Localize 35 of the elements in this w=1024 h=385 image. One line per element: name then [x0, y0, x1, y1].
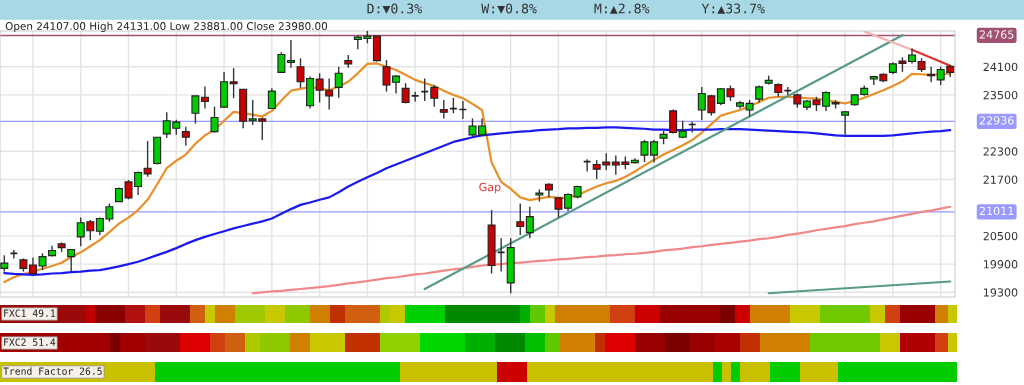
candlestick	[229, 67, 238, 99]
y-tick-label: 24100	[983, 62, 1018, 72]
y-tick-label: 21700	[983, 175, 1018, 184]
ref-line-label: 22936	[979, 116, 1014, 125]
text: D:▼0.3%	[367, 3, 422, 14]
text: Y:▲33.7%	[701, 3, 765, 14]
candlestick	[439, 99, 448, 120]
candlestick	[334, 66, 343, 99]
text: Trend Factor 26.5	[3, 367, 102, 375]
annotation: Open 24107.00 High 24131.00 Low 23881.00 Close 23980.00	[5, 21, 328, 32]
candlestick	[277, 51, 286, 74]
y-tick-label: 19300	[984, 288, 1018, 297]
ref-line-label: 24765	[979, 30, 1014, 39]
candlestick	[181, 126, 190, 147]
candlestick	[286, 39, 295, 69]
y-tick-label: 23500	[983, 90, 1018, 100]
text: M:▲2.8%	[594, 3, 650, 14]
candlestick	[67, 248, 76, 272]
candlestick	[191, 95, 200, 125]
candlestick	[210, 105, 219, 134]
ref-line-label: 21011	[979, 206, 1014, 216]
y-tick-label: 20500	[983, 231, 1018, 241]
candlestick	[430, 84, 439, 108]
line-series	[3, 126, 952, 277]
y-tick-label: 22300	[983, 147, 1018, 156]
candlestick	[525, 206, 534, 239]
annotation: Gap	[479, 182, 501, 194]
text: FXC1 49.1	[4, 309, 56, 317]
text: FXC2 51.4	[4, 338, 56, 346]
candlestick	[143, 140, 152, 178]
candlestick	[200, 85, 209, 110]
candlestick	[516, 202, 525, 236]
y-tick-label: 19900	[984, 260, 1018, 269]
text: W:▼0.8%	[481, 3, 537, 14]
line-series	[251, 205, 952, 295]
